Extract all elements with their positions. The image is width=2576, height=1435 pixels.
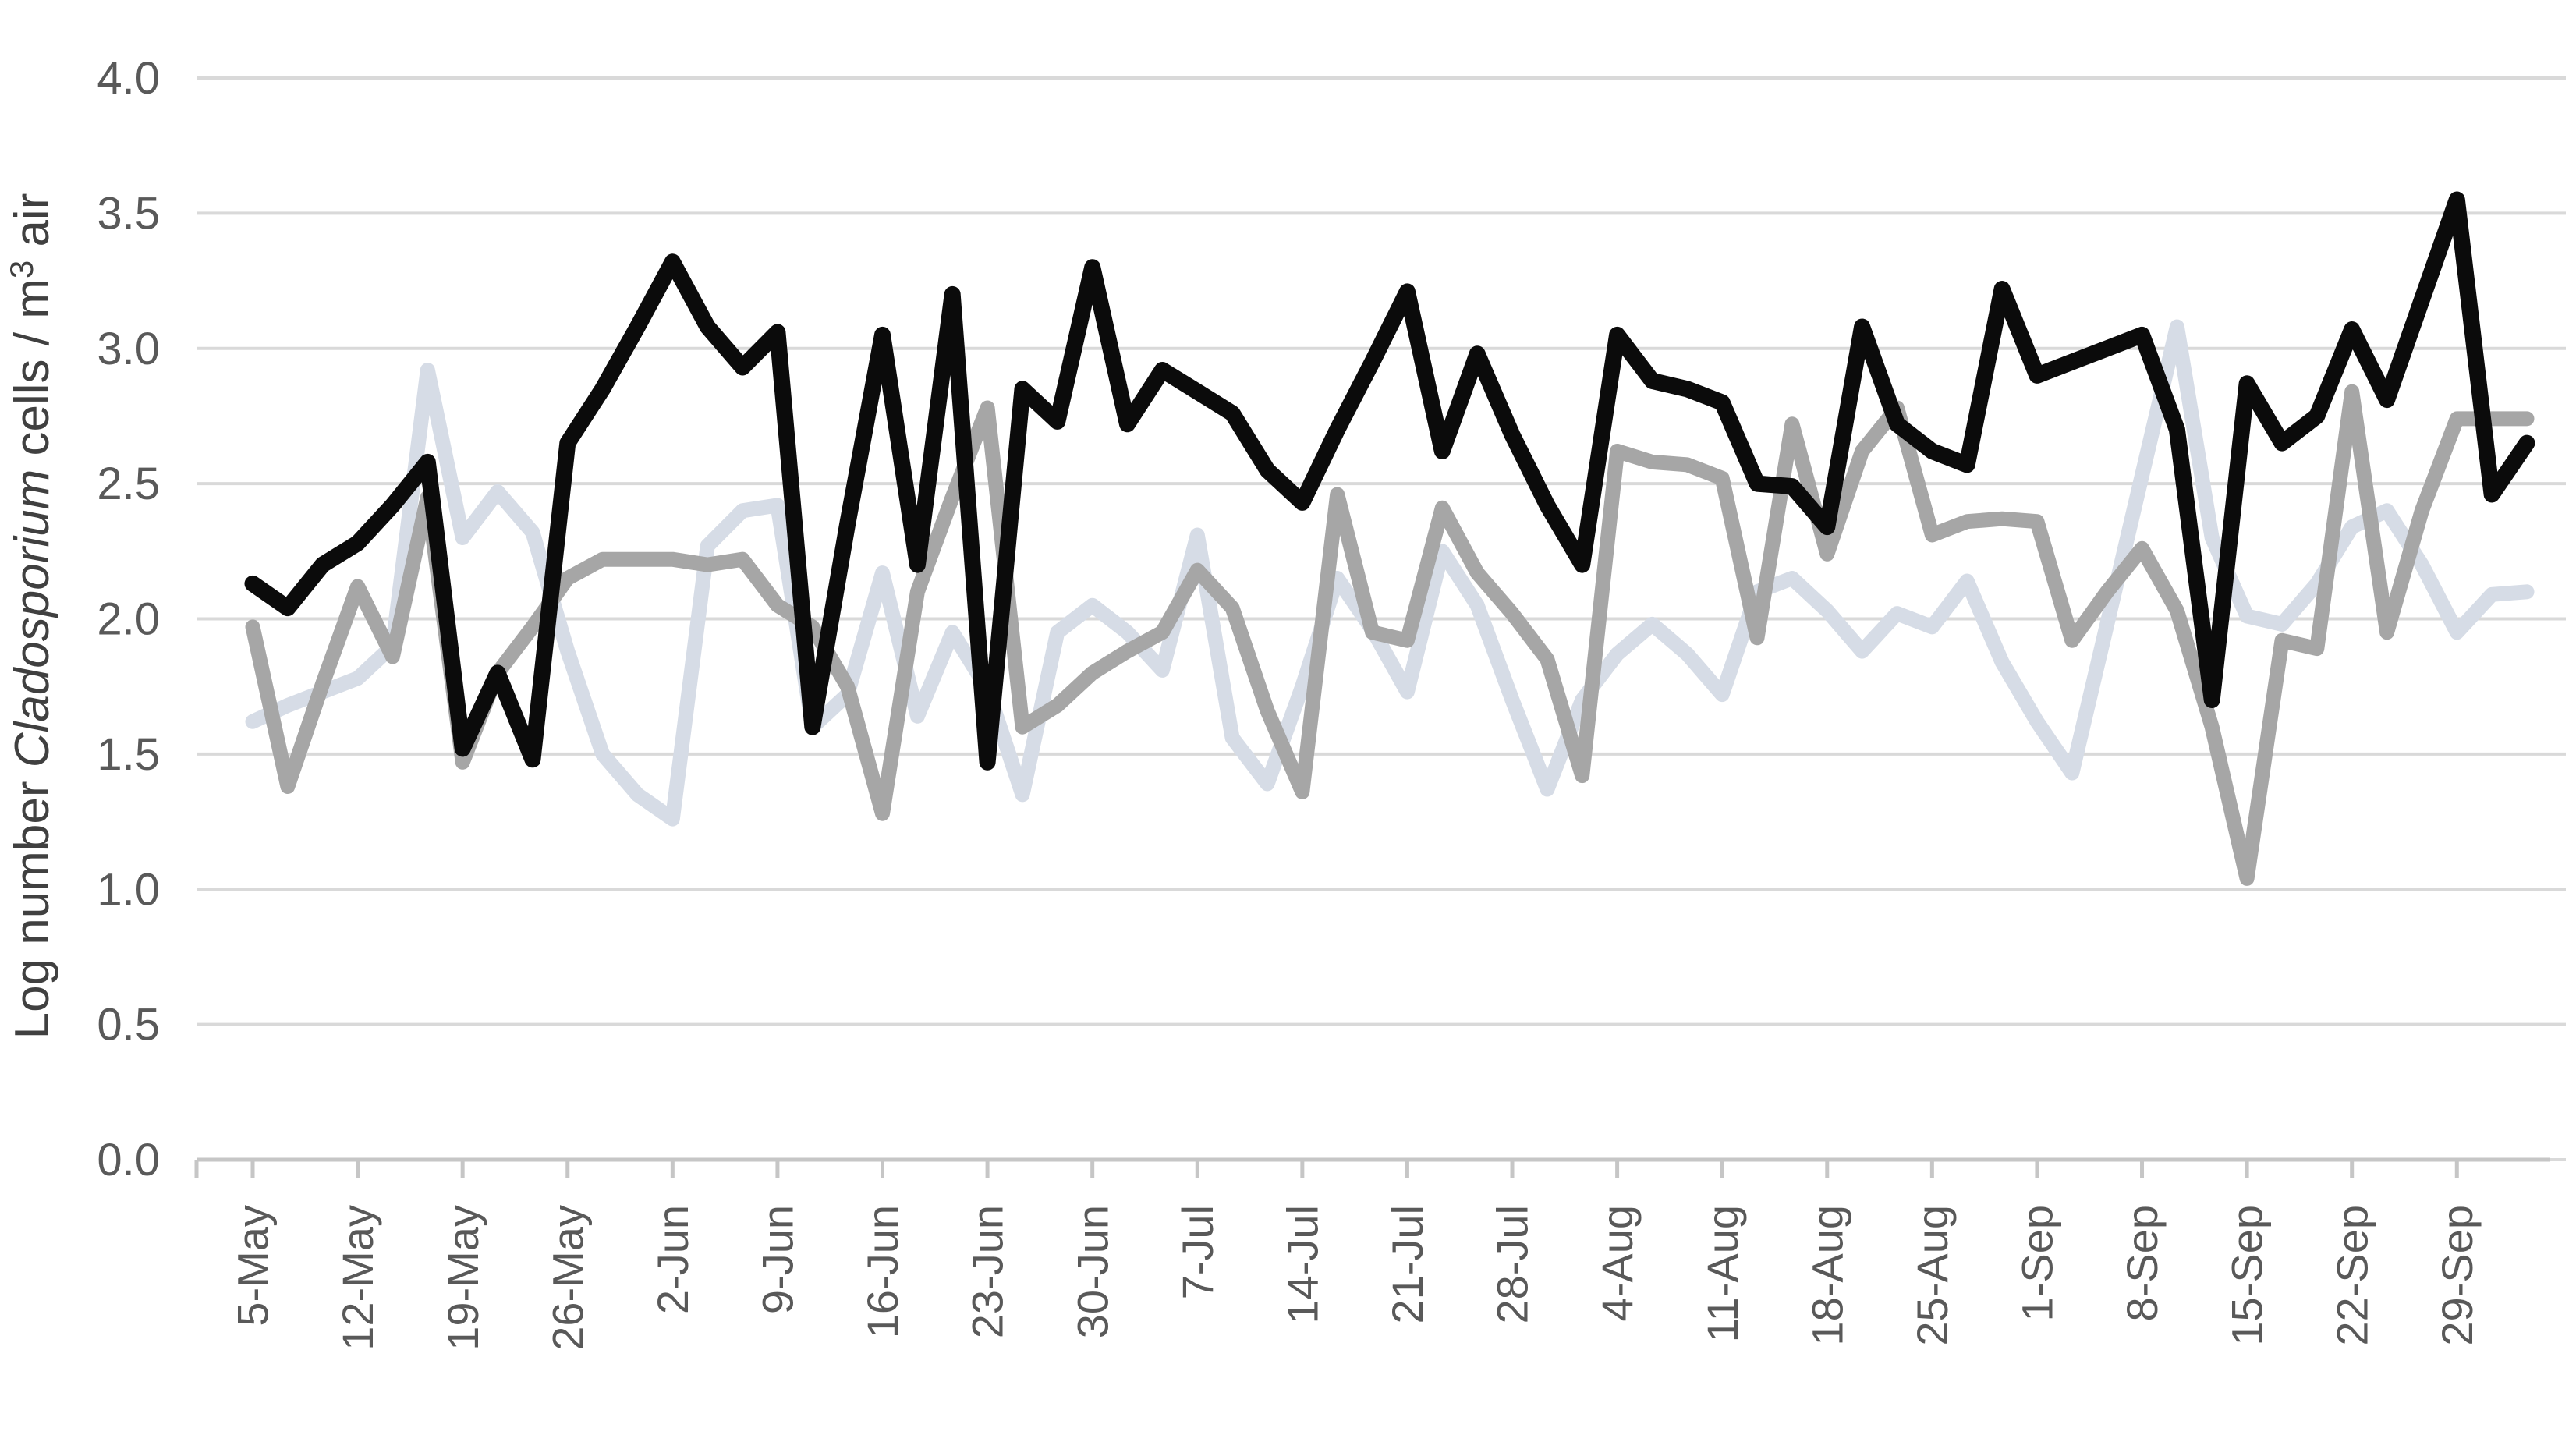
x-tick-label: 18-Aug [1802,1205,1851,1346]
x-tick-labels: 5-May 12-May 19-May 26-May 2-Jun 9-Jun 16-Jun 2… [229,1205,2482,1351]
x-tick-label: 4-Aug [1593,1205,1642,1321]
x-tick-label: 5-May [229,1205,278,1327]
y-tick-label: 1.0 [97,864,160,915]
x-tick-label: 21-Jul [1383,1205,1432,1324]
series-lines [244,191,2535,886]
y-tick-label: 4.0 [97,53,160,104]
series-line-gray [245,384,2535,886]
x-tick-label: 30-Jun [1068,1205,1117,1338]
y-tick-label: 0.5 [97,1000,160,1051]
x-tick-label: 7-Jul [1173,1205,1222,1299]
gridlines [197,76,2566,1161]
x-tick-label: 8-Sep [2117,1205,2167,1321]
x-tick-label: 16-Jun [858,1205,907,1338]
x-tick-label: 12-May [333,1205,382,1351]
y-title-superscript: 3 [3,260,40,278]
x-tick-label: 22-Sep [2327,1205,2376,1346]
x-tick-label: 28-Jul [1488,1205,1537,1324]
y-tick-label: 3.5 [97,188,160,239]
y-tick-label: 1.5 [97,729,160,780]
x-tick-label: 19-May [438,1205,487,1351]
y-tick-label: 0.0 [97,1135,160,1185]
y-tick-label: 3.0 [97,324,160,374]
y-title-genus: Cladosporium [5,469,59,768]
x-tick-label: 2-Jun [648,1205,697,1314]
y-tick-labels: 0.0 0.5 1.0 1.5 2.0 2.5 3.0 3.5 4.0 [97,53,160,1185]
x-tick-label: 15-Sep [2223,1205,2272,1346]
x-tick-label: 29-Sep [2432,1205,2482,1346]
series-line-light-gray [245,319,2535,827]
x-tick-label: 14-Jul [1277,1205,1327,1324]
x-tick-label: 26-May [543,1205,592,1351]
y-title-suffix: air [5,193,59,260]
y-tick-label: 2.5 [97,459,160,509]
series-line-black [244,191,2535,771]
x-tick-label: 25-Aug [1908,1205,1957,1346]
x-axis [194,1157,2550,1178]
x-tick-label: 1-Sep [2013,1205,2062,1321]
x-tick-label: 11-Aug [1698,1205,1747,1342]
y-title-prefix: Log number [5,767,59,1039]
x-tick-label: 23-Jun [963,1205,1012,1338]
x-tick-label: 9-Jun [753,1205,803,1314]
y-tick-label: 2.0 [97,594,160,645]
y-axis-title: Log number Cladosporium cells / m3 air [3,193,59,1040]
y-title-middle: cells / m [5,278,59,469]
